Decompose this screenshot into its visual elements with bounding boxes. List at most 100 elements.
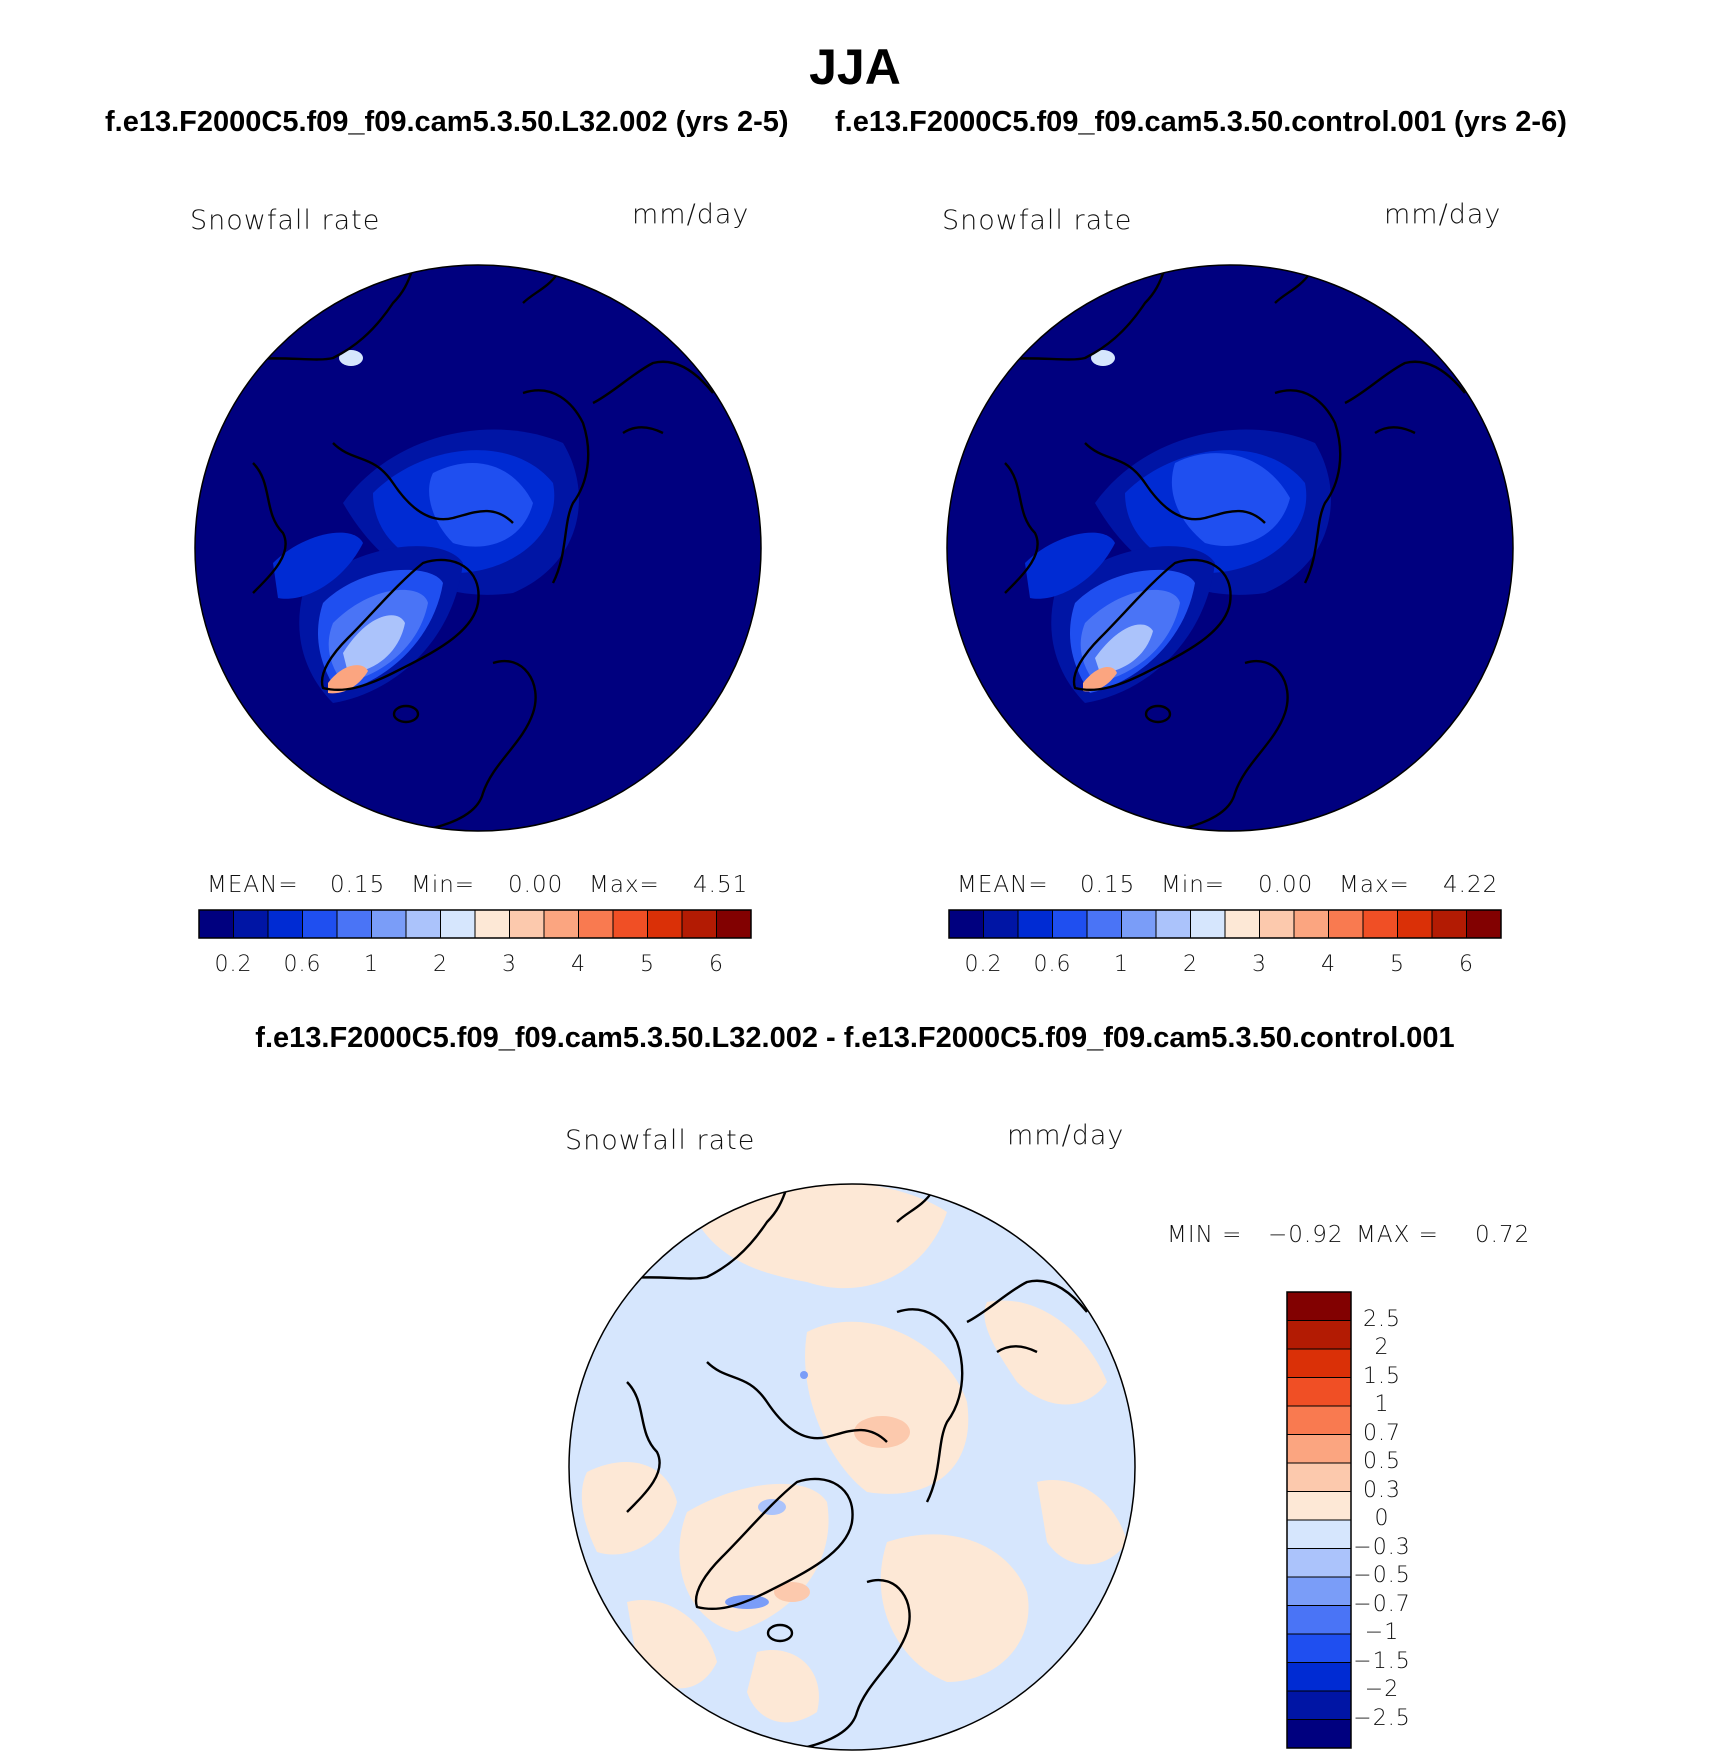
right-colorbar-box	[1052, 909, 1088, 939]
diff-colorbar-tick-label: 0.3	[1363, 1477, 1401, 1503]
right-colorbar-box	[1362, 909, 1398, 939]
right-colorbar-tick-label: 3	[1252, 952, 1267, 977]
diff-colorbar-box	[1286, 1291, 1352, 1321]
diff-colorbar-box	[1286, 1434, 1352, 1464]
left-colorbar-tick-label: 5	[640, 952, 655, 977]
diff-colorbar-box	[1286, 1348, 1352, 1378]
right-colorbar-tick-label: 4	[1321, 952, 1336, 977]
diff-units-label: mm/day	[1007, 1120, 1125, 1151]
diff-colorbar-tick-label: 0.7	[1363, 1420, 1401, 1446]
left-colorbar-box	[474, 909, 510, 939]
diff-colorbar-tick-label: −2	[1364, 1677, 1400, 1702]
diff-colorbar-tick-label: 1.5	[1363, 1363, 1401, 1389]
left-colorbar-box	[681, 909, 717, 939]
diff-variable-label: Snowfall rate	[565, 1125, 756, 1156]
diff-colorbar-tick-label: 2	[1374, 1335, 1390, 1360]
diff-max-value: 0.72	[1475, 1222, 1531, 1248]
right-colorbar-box	[1466, 909, 1502, 939]
left-colorbar-tick-label: 0.6	[283, 952, 322, 977]
right-colorbar	[948, 909, 1502, 939]
right-colorbar-box	[1431, 909, 1467, 939]
diff-colorbar-box	[1286, 1320, 1352, 1350]
left-colorbar-box	[267, 909, 303, 939]
left-colorbar-box	[198, 909, 234, 939]
right-colorbar-box	[1017, 909, 1053, 939]
right-colorbar-box	[983, 909, 1019, 939]
left-max-value: 4.51	[693, 872, 749, 898]
right-colorbar-box	[1155, 909, 1191, 939]
diff-colorbar-box	[1286, 1690, 1352, 1720]
left-colorbar-tick-label: 4	[571, 952, 586, 977]
diff-colorbar-box	[1286, 1719, 1352, 1749]
right-colorbar-tick-label: 0.6	[1033, 952, 1072, 977]
difference-polar-map	[568, 1183, 1136, 1751]
left-max-label: Max=	[589, 872, 660, 898]
diff-colorbar-tick-label: 0	[1374, 1506, 1390, 1531]
difference-title: f.e13.F2000C5.f09_f09.cam5.3.50.L32.002 …	[255, 1022, 1455, 1054]
right-colorbar-box	[1086, 909, 1122, 939]
right-units-label: mm/day	[1384, 199, 1502, 230]
left-colorbar-box	[578, 909, 614, 939]
left-colorbar-box	[440, 909, 476, 939]
left-min-value: 0.00	[508, 872, 564, 898]
right-colorbar-box	[948, 909, 984, 939]
right-variable-label: Snowfall rate	[942, 205, 1133, 236]
right-min-label: Min=	[1161, 872, 1226, 898]
right-colorbar-box	[1259, 909, 1295, 939]
left-colorbar-box	[543, 909, 579, 939]
diff-colorbar-tick-label: 0.5	[1363, 1449, 1401, 1474]
diff-colorbar-box	[1286, 1576, 1352, 1606]
right-max-value: 4.22	[1443, 872, 1499, 898]
left-colorbar	[198, 909, 752, 939]
main-title: JJA	[809, 39, 901, 95]
diff-colorbar-box	[1286, 1633, 1352, 1663]
difference-colorbar	[1286, 1291, 1352, 1749]
diff-min-value: −0.92	[1268, 1222, 1344, 1248]
right-colorbar-box	[1328, 909, 1364, 939]
diff-colorbar-tick-label: 1	[1374, 1392, 1390, 1417]
right-colorbar-box	[1190, 909, 1226, 939]
right-colorbar-box	[1224, 909, 1260, 939]
left-mean-value: 0.15	[330, 872, 386, 898]
diff-colorbar-box	[1286, 1605, 1352, 1635]
diff-colorbar-box	[1286, 1491, 1352, 1521]
left-colorbar-tick-label: 2	[433, 952, 448, 977]
diff-colorbar-box	[1286, 1462, 1352, 1492]
diff-colorbar-box	[1286, 1548, 1352, 1578]
left-colorbar-box	[233, 909, 269, 939]
left-min-label: Min=	[411, 872, 476, 898]
right-polar-map	[946, 264, 1514, 832]
diff-colorbar-tick-label: 2.5	[1363, 1306, 1401, 1332]
right-case-title: f.e13.F2000C5.f09_f09.cam5.3.50.control.…	[835, 106, 1567, 138]
right-colorbar-box	[1397, 909, 1433, 939]
right-colorbar-tick-label: 0.2	[964, 952, 1003, 977]
diff-colorbar-box	[1286, 1405, 1352, 1435]
left-colorbar-tick-label: 0.2	[214, 952, 253, 977]
diff-colorbar-tick-label: −1.5	[1353, 1648, 1411, 1674]
diff-max-label: MAX =	[1356, 1222, 1439, 1248]
left-colorbar-tick-label: 3	[502, 952, 517, 977]
right-mean-label: MEAN=	[957, 872, 1049, 898]
diff-colorbar-box	[1286, 1662, 1352, 1692]
right-colorbar-box	[1293, 909, 1329, 939]
left-units-label: mm/day	[632, 199, 750, 230]
diff-min-label: MIN =	[1167, 1222, 1243, 1248]
diff-colorbar-tick-label: −1	[1364, 1620, 1400, 1645]
right-colorbar-box	[1121, 909, 1157, 939]
diff-colorbar-tick-label: −0.7	[1353, 1591, 1411, 1617]
left-mean-label: MEAN=	[207, 872, 299, 898]
right-colorbar-tick-label: 2	[1183, 952, 1198, 977]
left-colorbar-box	[371, 909, 407, 939]
diff-colorbar-box	[1286, 1519, 1352, 1549]
right-colorbar-tick-label: 5	[1390, 952, 1405, 977]
right-colorbar-tick-label: 6	[1459, 952, 1474, 977]
left-colorbar-tick-label: 1	[364, 952, 379, 977]
right-mean-value: 0.15	[1080, 872, 1136, 898]
right-colorbar-tick-label: 1	[1114, 952, 1129, 977]
left-colorbar-box	[716, 909, 752, 939]
right-min-value: 0.00	[1258, 872, 1314, 898]
left-colorbar-box	[612, 909, 648, 939]
left-colorbar-box	[302, 909, 338, 939]
left-case-title: f.e13.F2000C5.f09_f09.cam5.3.50.L32.002 …	[105, 106, 789, 138]
diff-colorbar-tick-label: −0.3	[1353, 1534, 1411, 1560]
